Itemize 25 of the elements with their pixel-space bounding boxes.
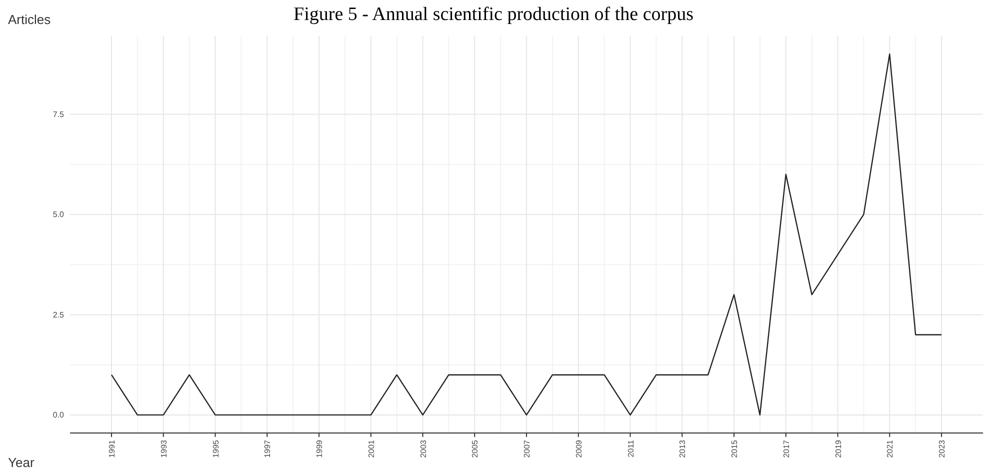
x-tick-label: 1991 xyxy=(108,439,116,458)
chart-title: Figure 5 - Annual scientific production of the corpus xyxy=(294,4,694,25)
x-tick-label: 2007 xyxy=(522,439,532,458)
x-tick-label: 1999 xyxy=(315,439,324,458)
x-tick-label: 1997 xyxy=(263,439,272,458)
y-tick-label: 7.5 xyxy=(52,110,65,119)
x-tick-label: 1995 xyxy=(211,439,220,458)
y-tick-label: 5.0 xyxy=(52,210,65,220)
y-axis-title: Articles xyxy=(8,12,52,27)
y-tick-label: 0.0 xyxy=(52,410,65,420)
line-series xyxy=(110,53,942,416)
x-tick-label: 2019 xyxy=(834,439,843,458)
x-tick-label: 2017 xyxy=(782,439,791,458)
x-tick-label: 2021 xyxy=(886,439,895,458)
y-tick-label: 2.5 xyxy=(52,310,65,320)
x-tick-label: 2003 xyxy=(418,439,428,458)
x-tick-label: 2013 xyxy=(678,439,688,458)
x-tick-label: 1993 xyxy=(159,439,168,458)
x-tick-label: 2009 xyxy=(574,439,584,458)
x-tick-label: 2011 xyxy=(626,439,636,458)
x-tick-label: 2023 xyxy=(938,439,946,458)
x-tick-label: 2005 xyxy=(470,439,480,458)
x-axis-title: Year xyxy=(8,455,35,470)
x-tick-label: 2015 xyxy=(730,439,739,458)
x-tick-label: 2001 xyxy=(366,439,376,458)
